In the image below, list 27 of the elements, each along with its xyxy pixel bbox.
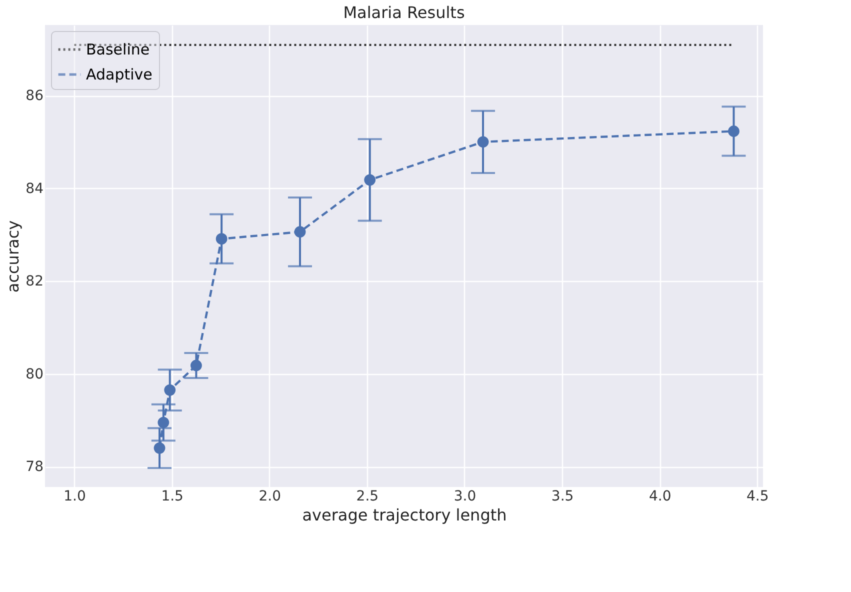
x-tick-label: 3.5 xyxy=(551,488,574,504)
x-tick-label: 2.0 xyxy=(258,488,282,504)
point xyxy=(164,384,176,396)
point xyxy=(728,126,740,137)
point xyxy=(158,416,170,428)
y-tick-label: 80 xyxy=(26,366,44,382)
legend-label: Baseline xyxy=(86,40,150,58)
point xyxy=(216,233,228,245)
x-tick-label: 1.0 xyxy=(64,488,86,504)
legend-label: Adaptive xyxy=(86,66,152,84)
point xyxy=(364,174,376,186)
y-axis-title: accuracy xyxy=(4,220,23,293)
y-tick-label: 78 xyxy=(26,459,44,476)
y-tick-label: 86 xyxy=(26,88,44,104)
x-tick-label: 1.5 xyxy=(161,488,184,504)
point xyxy=(190,360,202,372)
x-tick-label: 4.5 xyxy=(746,488,769,504)
x-axis-title: average trajectory length xyxy=(302,506,507,524)
y-tick-label: 82 xyxy=(26,274,44,290)
x-tick-label: 4.0 xyxy=(648,488,672,504)
point xyxy=(294,226,306,238)
x-tick-label: 2.5 xyxy=(356,488,379,504)
y-tick-label: 84 xyxy=(26,180,44,197)
x-tick-label: 3.0 xyxy=(454,488,476,504)
point xyxy=(154,442,166,454)
point xyxy=(477,136,489,148)
chart-title: Malaria Results xyxy=(343,3,465,22)
